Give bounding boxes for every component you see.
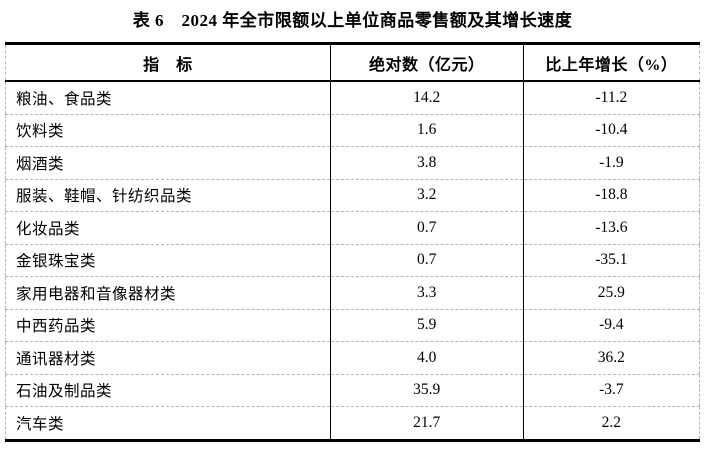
cell-indicator: 服装、鞋帽、针纺织品类 xyxy=(5,178,331,212)
cell-growth-rate: -11.2 xyxy=(522,81,700,114)
cell-absolute-value: 0.7 xyxy=(329,243,524,277)
cell-indicator: 烟酒类 xyxy=(5,146,331,179)
table-body: 粮油、食品类 14.2 -11.2 饮料类 1.6 -10.4 烟酒类 3.8 -1.9 服装、鞋… xyxy=(5,81,700,440)
cell-growth-rate: -35.1 xyxy=(522,243,700,277)
table-row: 服装、鞋帽、针纺织品类 3.2 -18.8 xyxy=(5,178,700,212)
table-row: 饮料类 1.6 -10.4 xyxy=(5,113,700,147)
cell-growth-rate: -3.7 xyxy=(522,373,700,407)
cell-absolute-value: 35.9 xyxy=(329,373,524,407)
cell-absolute-value: 21.7 xyxy=(329,406,524,440)
cell-indicator: 家用电器和音像器材类 xyxy=(5,276,331,309)
table-row: 金银珠宝类 0.7 -35.1 xyxy=(5,243,700,277)
cell-indicator: 金银珠宝类 xyxy=(5,243,331,277)
cell-indicator: 饮料类 xyxy=(5,113,331,147)
table-row: 通讯器材类 4.0 36.2 xyxy=(5,341,700,374)
cell-absolute-value: 3.3 xyxy=(329,276,524,309)
cell-indicator: 粮油、食品类 xyxy=(16,90,113,108)
retail-sales-table: 指 标 绝对数（亿元） 比上年增长（%） 粮油、食品类 14.2 -11.2 饮料类 1… xyxy=(5,42,700,442)
table-row: 汽车类 21.7 2.2 xyxy=(5,406,700,440)
cell-indicator: 汽车类 xyxy=(5,406,331,440)
cell-absolute-value: 4.0 xyxy=(329,341,524,374)
header-absolute-value: 绝对数（亿元） xyxy=(329,43,524,82)
cell-indicator: 化妆品类 xyxy=(5,211,331,244)
table-row: 粮油、食品类 14.2 -11.2 xyxy=(6,81,700,114)
table-row: 烟酒类 3.8 -1.9 xyxy=(5,146,700,179)
cell-growth-rate: -13.6 xyxy=(522,211,700,244)
cell-absolute-value: 0.7 xyxy=(329,211,524,244)
cell-growth-rate: -10.4 xyxy=(522,113,700,147)
cell-growth-rate: -18.8 xyxy=(522,178,700,212)
header-growth-rate: 比上年增长（%） xyxy=(522,43,700,82)
header-row: 指 标 绝对数（亿元） 比上年增长（%） xyxy=(5,43,700,82)
table-row: 家用电器和音像器材类 3.3 25.9 xyxy=(5,276,700,309)
table-row: 石油及制品类 35.9 -3.7 xyxy=(5,373,700,407)
cell-absolute-value: 14.2 xyxy=(329,81,524,114)
cell-indicator: 通讯器材类 xyxy=(5,341,331,374)
cell-indicator: 中西药品类 xyxy=(5,308,331,342)
cell-growth-rate: -9.4 xyxy=(522,308,700,342)
cell-growth-rate: 36.2 xyxy=(522,341,700,374)
cell-absolute-value: 1.6 xyxy=(329,113,524,147)
table-title: 表 6 2024 年全市限额以上单位商品零售额及其增长速度 xyxy=(132,11,573,30)
cell-growth-rate: 2.2 xyxy=(522,406,700,440)
cell-indicator: 石油及制品类 xyxy=(5,373,331,407)
cell-absolute-value: 5.9 xyxy=(329,308,524,342)
cell-absolute-value: 3.2 xyxy=(329,178,524,212)
header-indicator: 指 标 xyxy=(5,43,331,82)
cell-growth-rate: 25.9 xyxy=(522,276,700,309)
table-row: 中西药品类 5.9 -9.4 xyxy=(5,308,700,342)
cell-growth-rate: -1.9 xyxy=(522,146,700,179)
page: 表 6 2024 年全市限额以上单位商品零售额及其增长速度 指 标 绝对数（亿元… xyxy=(5,11,700,442)
table-row: 化妆品类 0.7 -13.6 xyxy=(5,211,700,244)
cell-absolute-value: 3.8 xyxy=(329,146,524,179)
